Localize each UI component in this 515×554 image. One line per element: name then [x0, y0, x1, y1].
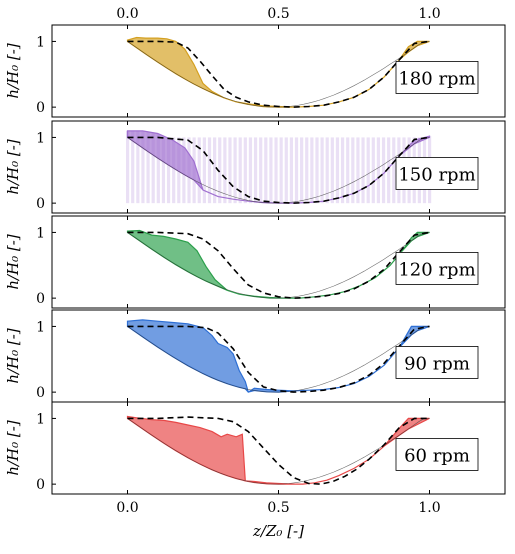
- stripe-bar: [392, 137, 395, 203]
- y-tick-label: 0: [36, 196, 45, 212]
- measured-area: [128, 417, 430, 485]
- y-axis-label: h/H₀ [-]: [4, 43, 22, 98]
- y-tick-label: 1: [36, 319, 45, 335]
- stripe-bar: [382, 137, 385, 203]
- y-tick-label: 0: [36, 100, 45, 116]
- stripe-bar: [361, 137, 364, 203]
- panel-2: 0 1 h/H₀ [-] 150 rpm: [4, 121, 505, 213]
- stripe-bar: [367, 137, 370, 203]
- stripe-bar: [331, 137, 334, 203]
- panel-3: 0 1 h/H₀ [-] 120 rpm: [4, 216, 505, 308]
- y-axis-label: h/H₀ [-]: [4, 328, 22, 383]
- y-axis-label: h/H₀ [-]: [4, 234, 22, 289]
- y-tick-label: 1: [36, 411, 45, 427]
- speed-label: 120 rpm: [398, 259, 475, 280]
- stripe-bar: [233, 137, 236, 203]
- stripe-bar: [239, 137, 242, 203]
- y-tick-label: 1: [36, 34, 45, 50]
- y-tick-label: 0: [36, 477, 45, 493]
- stripe-bar: [305, 137, 308, 203]
- stripe-bar: [341, 137, 344, 203]
- stripe-bar: [264, 137, 267, 203]
- panel-4: 0 1 h/H₀ [-] 90 rpm: [4, 310, 505, 402]
- stripe-bar: [315, 137, 318, 203]
- y-tick-label: 0: [36, 385, 45, 401]
- speed-label: 180 rpm: [398, 68, 475, 89]
- panel-5: 0 1 h/H₀ [-] 60 rpm: [4, 402, 505, 494]
- stripe-bar: [310, 137, 313, 203]
- stripe-bar: [300, 137, 303, 203]
- stripe-bar: [346, 137, 349, 203]
- y-axis-label: h/H₀ [-]: [4, 139, 22, 194]
- speed-label: 90 rpm: [404, 353, 470, 374]
- measured-area: [128, 320, 430, 392]
- stripe-bar: [249, 137, 252, 203]
- y-tick-label: 1: [36, 130, 45, 146]
- y-axis-label: h/H₀ [-]: [4, 420, 22, 475]
- stripe-bar: [203, 137, 206, 203]
- speed-label: 60 rpm: [404, 445, 470, 466]
- stripe-bar: [254, 137, 257, 203]
- stripe-bar: [244, 137, 247, 203]
- stripe-bar: [321, 137, 324, 203]
- x-tick-label-bottom: 0.0: [116, 500, 138, 516]
- measured-area: [128, 231, 430, 299]
- y-tick-label: 1: [36, 225, 45, 241]
- stripe-bar: [213, 137, 216, 203]
- speed-label: 150 rpm: [398, 164, 475, 185]
- stripe-bar: [269, 137, 272, 203]
- panel-1: 0 1 h/H₀ [-] 180 rpm: [4, 25, 505, 117]
- x-tick-label-bottom: 0.5: [267, 500, 289, 516]
- stripe-bar: [295, 137, 298, 203]
- stripe-bar: [280, 137, 283, 203]
- stripe-bar: [126, 131, 129, 203]
- y-tick-label: 0: [36, 291, 45, 307]
- stripe-bar: [274, 137, 277, 203]
- stripe-bar: [228, 137, 231, 203]
- stripe-bar: [259, 137, 262, 203]
- x-tick-label-top: 0.5: [267, 6, 289, 22]
- x-axis-label: z/Z₀ [-]: [252, 522, 304, 540]
- stripe-bar: [377, 137, 380, 203]
- stripe-bar: [356, 137, 359, 203]
- stripe-bar: [285, 137, 288, 203]
- x-tick-label-bottom: 1.0: [418, 500, 440, 516]
- stripe-bar: [290, 137, 293, 203]
- x-tick-label-top: 1.0: [418, 6, 440, 22]
- stripe-bar: [336, 137, 339, 203]
- measured-area: [128, 38, 430, 108]
- x-tick-label-top: 0.0: [116, 6, 138, 22]
